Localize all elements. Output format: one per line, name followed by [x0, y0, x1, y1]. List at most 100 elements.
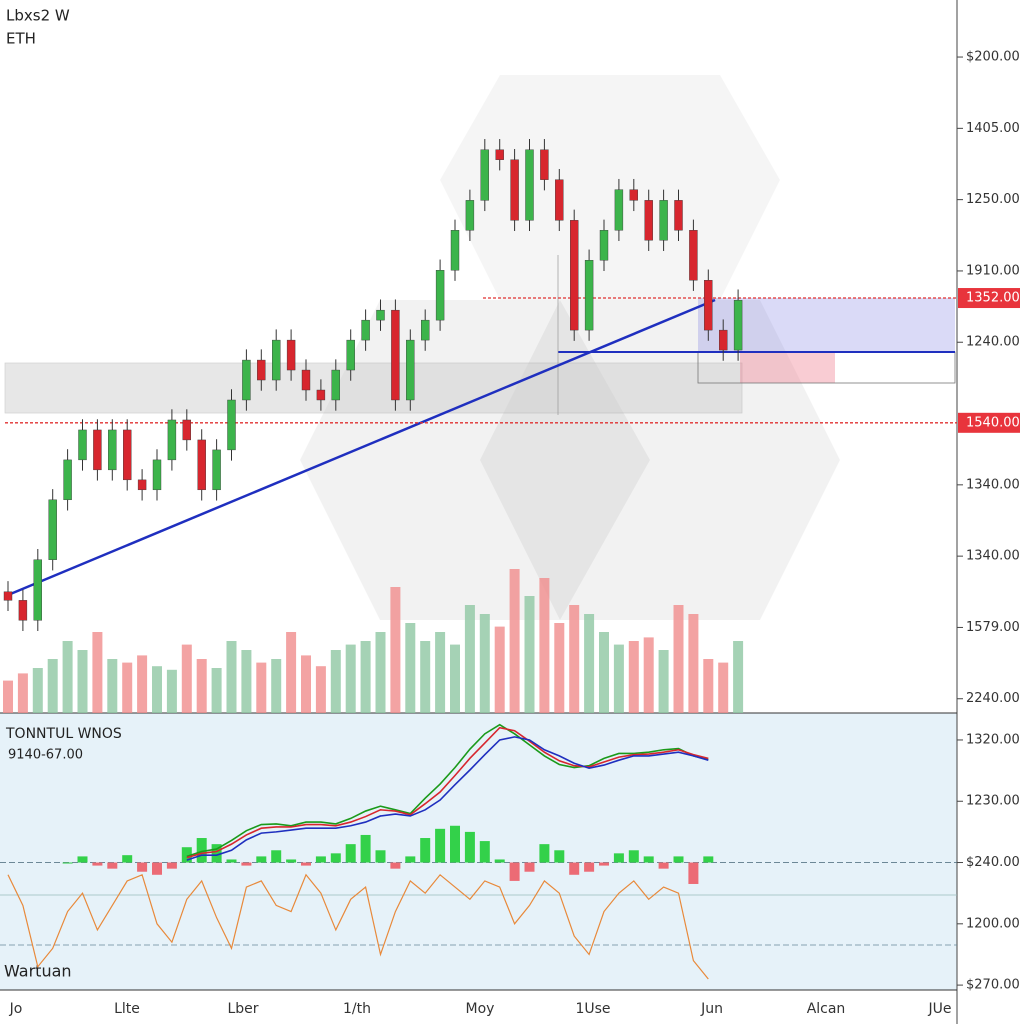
- symbol: ETH: [6, 30, 36, 48]
- x-tick-label: Llte: [114, 1001, 140, 1017]
- volume-bar: [375, 632, 386, 713]
- candle-body: [3, 591, 13, 601]
- y-tick-label: 1240.00: [966, 335, 1020, 350]
- candle-body: [421, 319, 430, 341]
- y-tick-label: 1340.00: [966, 477, 1020, 492]
- y-tick-label: 1250.00: [966, 192, 1020, 207]
- price-tag: [958, 412, 1020, 433]
- candle-body: [555, 179, 564, 221]
- candle-body: [719, 329, 728, 351]
- x-tick-label: Jo: [9, 1001, 23, 1017]
- candle-body: [286, 339, 296, 371]
- candle-body: [480, 149, 489, 201]
- histogram-bar: [62, 862, 73, 864]
- volume-bar: [107, 659, 118, 713]
- candle-body: [376, 309, 385, 321]
- y-tick-label: 1405.00: [966, 121, 1020, 136]
- indicator-line: [186, 726, 709, 859]
- histogram-bar: [330, 853, 341, 863]
- candle-body: [674, 200, 683, 231]
- volume-bar: [360, 641, 371, 713]
- histogram-bar: [628, 850, 639, 863]
- volume-bar: [450, 644, 460, 713]
- candle-body: [167, 419, 177, 461]
- histogram-bar: [524, 862, 535, 872]
- volume-bar: [241, 650, 252, 713]
- candle-body: [659, 200, 668, 241]
- histogram-bar: [286, 859, 297, 863]
- candle-body: [182, 419, 192, 441]
- indicator-pane: [0, 713, 957, 990]
- candle-body: [525, 149, 534, 221]
- volume-bar: [569, 605, 580, 713]
- candle-body: [242, 359, 251, 401]
- y-tick-label: 1579.00: [966, 620, 1020, 635]
- candle-body: [689, 230, 698, 281]
- x-tick-label: Moy: [466, 1001, 495, 1017]
- stop-zone: [740, 352, 835, 383]
- candle-body: [644, 200, 653, 241]
- histogram-bar: [181, 847, 192, 863]
- candle-body: [510, 159, 519, 221]
- histogram-bar: [435, 828, 446, 863]
- trend-line: [7, 298, 716, 597]
- volume-bar: [554, 623, 565, 713]
- histogram-bar: [703, 856, 714, 863]
- volume-bar: [435, 632, 446, 713]
- candle-body: [614, 189, 624, 231]
- candle-body: [122, 429, 132, 481]
- histogram-bar: [554, 850, 565, 863]
- x-tick-label: Alcan: [807, 1001, 846, 1017]
- volume-bar: [181, 644, 192, 713]
- candle-body: [540, 149, 549, 180]
- histogram-bar: [211, 844, 222, 863]
- candle-body: [406, 339, 415, 401]
- candle-body: [227, 399, 236, 451]
- candle-body: [599, 230, 609, 261]
- histogram-bar: [450, 825, 460, 863]
- volume-bar: [226, 641, 237, 713]
- y-tick-label: 1200.00: [966, 916, 1020, 931]
- candle-body: [93, 429, 102, 471]
- price-tag-label: 1540.00: [966, 415, 1020, 430]
- histogram-bar: [509, 862, 520, 881]
- histogram-bar: [464, 831, 475, 863]
- candle-body: [48, 499, 57, 560]
- histogram-bar: [405, 856, 416, 863]
- candle-body: [78, 429, 87, 461]
- y-tick-label: 1340.00: [966, 549, 1020, 564]
- y-tick-label: $240.00: [966, 855, 1020, 870]
- background-shape: [300, 300, 650, 620]
- candle-body: [18, 600, 28, 621]
- range-box: [4, 362, 743, 414]
- histogram-bar: [345, 844, 356, 863]
- y-tick-label: $270.00: [966, 978, 1020, 993]
- candle-body: [197, 439, 206, 491]
- volume-bar: [420, 641, 431, 713]
- indicator-title: TONNTUL WNOS: [5, 726, 122, 742]
- candle-body: [361, 319, 370, 341]
- volume-bar: [688, 614, 699, 713]
- volume-bar: [77, 650, 88, 713]
- candle-body: [257, 359, 266, 381]
- candle-body: [137, 479, 147, 491]
- y-tick-label: $200.00: [966, 50, 1020, 65]
- histogram-bar: [599, 862, 609, 866]
- candle-body: [629, 189, 638, 201]
- candle-body: [465, 200, 475, 231]
- histogram-bar: [613, 853, 624, 863]
- candle-body: [331, 369, 340, 401]
- histogram-bar: [584, 862, 595, 872]
- volume-bar: [211, 668, 222, 713]
- volume-bar: [599, 632, 609, 713]
- histogram-bar: [569, 862, 580, 875]
- histogram-bar: [92, 862, 103, 866]
- volume-bar: [62, 641, 73, 713]
- histogram-bar: [688, 862, 699, 884]
- volume-bar: [643, 637, 654, 713]
- histogram-bar: [271, 850, 282, 863]
- volume-bar: [152, 666, 162, 713]
- candle-body: [584, 260, 594, 331]
- histogram-bar: [673, 856, 684, 863]
- volume-bar: [286, 632, 297, 713]
